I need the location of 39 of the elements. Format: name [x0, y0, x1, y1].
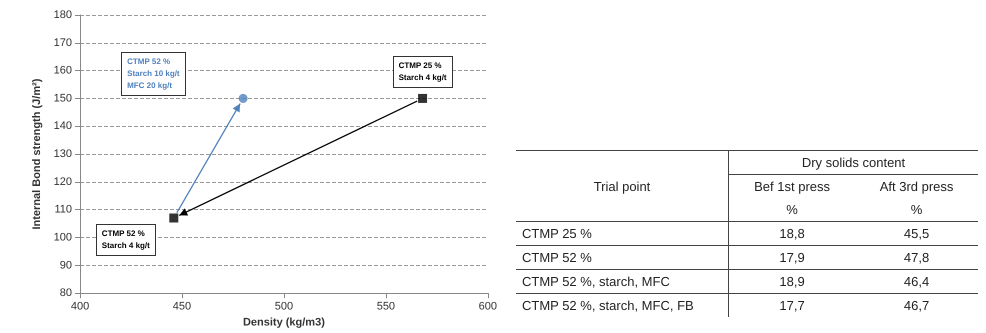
- data-label: 18,8: [728, 222, 856, 246]
- y-axis-title: Internal Bond strength (J/m²): [31, 78, 44, 230]
- data-label: 18,9: [728, 270, 856, 294]
- x-tick-label: 450: [172, 300, 192, 313]
- y-tick-label: 140: [54, 120, 72, 132]
- y-tick-label: 100: [54, 231, 72, 244]
- y-tick-label: 150: [54, 92, 72, 104]
- text: %: [785, 201, 799, 219]
- data-label: 17,7: [728, 294, 856, 317]
- category-label: CTMP 52 %, starch, MFC: [516, 270, 728, 294]
- y-tick-label: 120: [54, 176, 72, 188]
- data-label: 46,7: [855, 294, 978, 317]
- y-tick-label: 110: [54, 204, 72, 216]
- y-tick-label: 90: [60, 259, 72, 272]
- text: Bef 1st press: [753, 178, 832, 196]
- category-label: CTMP 25 %: [516, 222, 728, 246]
- data-label: 46,4: [855, 270, 978, 294]
- text: %: [910, 202, 922, 217]
- data-label: 45,5: [855, 222, 978, 246]
- x-tick-label: 550: [376, 300, 396, 313]
- y-tick-label: 180: [54, 9, 72, 21]
- annotation: CTMP 52 % Starch 4 kg/t: [96, 224, 156, 256]
- category-label: CTMP 52 %: [516, 246, 728, 270]
- annotation: CTMP 25 % Starch 4 kg/t: [392, 56, 453, 88]
- y-tick-label: 170: [54, 36, 72, 49]
- data-label: 17,9: [728, 246, 856, 270]
- text: Trial point: [516, 150, 728, 222]
- category-label: CTMP 52 %, starch, MFC, FB: [516, 294, 728, 317]
- data-label: 47,8: [855, 246, 978, 270]
- x-tick-label: 600: [478, 300, 498, 313]
- x-tick-label: 400: [70, 300, 90, 313]
- text: Aft 3rd press: [878, 178, 954, 196]
- annotation: CTMP 52 % Starch 10 kg/t MFC 20 kg/t: [121, 52, 186, 96]
- y-tick-label: 160: [54, 64, 72, 77]
- x-tick-label: 500: [274, 300, 294, 313]
- x-axis-title: Density (kg/m3): [242, 316, 326, 328]
- y-tick-label: 80: [60, 287, 72, 300]
- text: Dry solids content: [728, 150, 978, 174]
- y-tick-label: 130: [54, 148, 72, 160]
